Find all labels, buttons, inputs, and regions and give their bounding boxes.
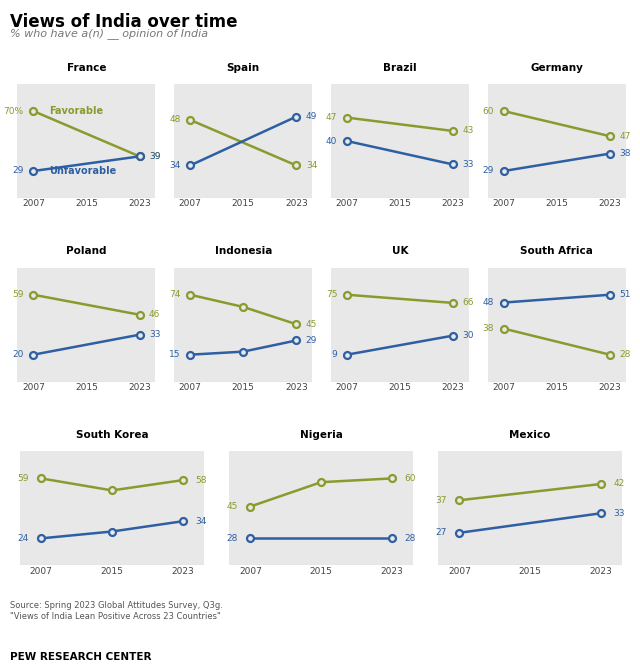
Text: 38: 38 (620, 149, 631, 158)
Text: 66: 66 (463, 298, 474, 307)
Text: PEW RESEARCH CENTER: PEW RESEARCH CENTER (10, 652, 151, 662)
Text: Favorable: Favorable (49, 106, 104, 116)
Text: 33: 33 (614, 509, 625, 517)
Text: 46: 46 (149, 310, 161, 319)
Text: UK: UK (392, 247, 408, 256)
Text: 38: 38 (483, 324, 494, 333)
Text: 34: 34 (196, 517, 207, 526)
Text: 39: 39 (149, 152, 161, 161)
Text: 34: 34 (306, 161, 317, 170)
Text: 59: 59 (17, 474, 29, 483)
Text: 28: 28 (620, 350, 631, 359)
Text: 39: 39 (149, 152, 161, 161)
Text: 33: 33 (149, 330, 161, 339)
Text: 9: 9 (332, 350, 337, 359)
Text: 60: 60 (404, 474, 416, 483)
Text: 47: 47 (620, 132, 631, 140)
Text: 59: 59 (12, 290, 24, 299)
Text: 29: 29 (12, 167, 24, 175)
Text: Germany: Germany (531, 62, 583, 73)
Text: Source: Spring 2023 Global Attitudes Survey, Q3g.
"Views of India Lean Positive : Source: Spring 2023 Global Attitudes Sur… (10, 601, 223, 621)
Text: 51: 51 (620, 290, 631, 299)
Text: Unfavorable: Unfavorable (49, 166, 116, 176)
Text: 24: 24 (17, 534, 29, 543)
Text: 70%: 70% (4, 107, 24, 116)
Text: 49: 49 (306, 112, 317, 121)
Text: 48: 48 (169, 116, 180, 124)
Text: Poland: Poland (66, 247, 107, 256)
Text: % who have a(n) __ opinion of India: % who have a(n) __ opinion of India (10, 28, 208, 39)
Text: 15: 15 (169, 350, 180, 359)
Text: 29: 29 (483, 167, 494, 175)
Text: 27: 27 (435, 528, 447, 538)
Text: 37: 37 (435, 496, 447, 505)
Text: 40: 40 (326, 136, 337, 146)
Text: 47: 47 (326, 113, 337, 122)
Text: 45: 45 (306, 320, 317, 329)
Text: 33: 33 (463, 160, 474, 169)
Text: 42: 42 (614, 480, 625, 489)
Text: 58: 58 (196, 476, 207, 485)
Text: South Africa: South Africa (520, 247, 593, 256)
Text: South Korea: South Korea (76, 430, 148, 440)
Text: 20: 20 (12, 350, 24, 359)
Text: 30: 30 (463, 331, 474, 340)
Text: Views of India over time: Views of India over time (10, 13, 237, 32)
Text: 60: 60 (483, 107, 494, 116)
Text: 45: 45 (226, 502, 237, 511)
Text: Brazil: Brazil (383, 62, 417, 73)
Text: Indonesia: Indonesia (214, 247, 272, 256)
Text: 28: 28 (226, 534, 237, 543)
Text: 48: 48 (483, 298, 494, 307)
Text: Mexico: Mexico (509, 430, 551, 440)
Text: 34: 34 (169, 161, 180, 170)
Text: 43: 43 (463, 126, 474, 136)
Text: France: France (67, 62, 106, 73)
Text: 29: 29 (306, 336, 317, 345)
Text: 74: 74 (169, 290, 180, 299)
Text: 28: 28 (404, 534, 416, 543)
Text: Spain: Spain (227, 62, 260, 73)
Text: 75: 75 (326, 290, 337, 299)
Text: Nigeria: Nigeria (300, 430, 342, 440)
